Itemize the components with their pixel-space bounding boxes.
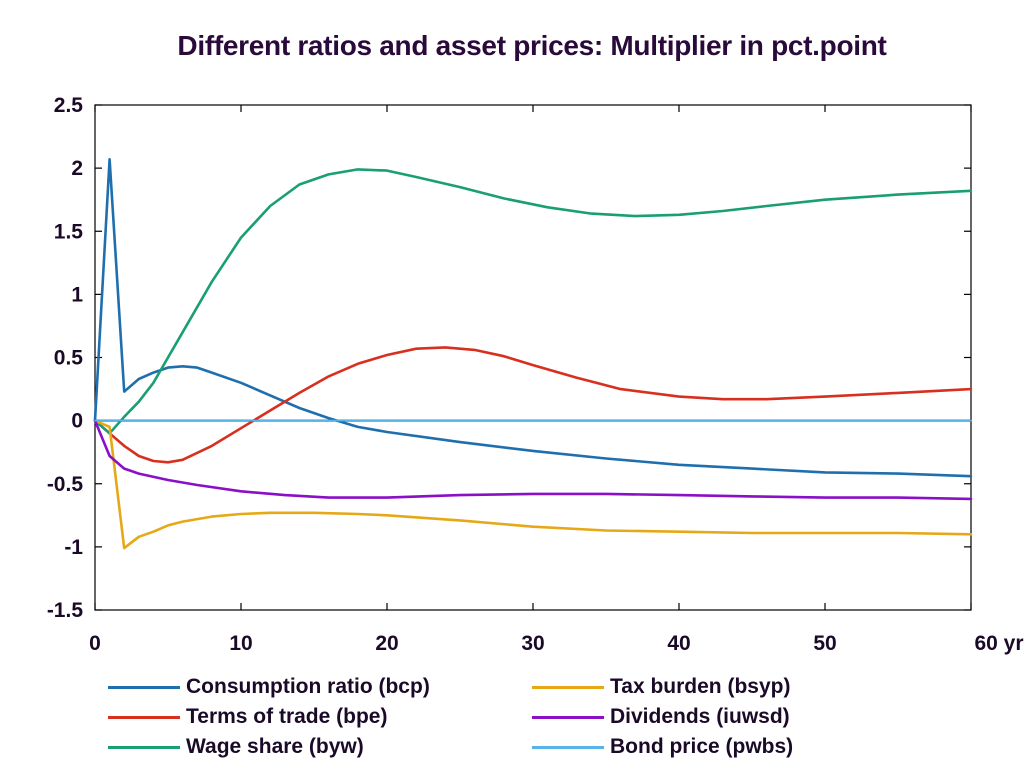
legend-swatch <box>532 685 604 689</box>
x-tick-label: 30 <box>521 632 544 655</box>
legend-label: Terms of trade (bpe) <box>186 705 388 728</box>
y-tick-label: 1 <box>71 283 83 306</box>
legend-swatch <box>532 715 604 719</box>
y-tick-label: -1.5 <box>47 599 84 622</box>
series-group <box>93 158 973 550</box>
x-tick-label: 10 <box>229 632 252 655</box>
legend-item-terms-of-trade: Terms of trade (bpe) <box>108 702 387 732</box>
y-tick-label: -1 <box>64 536 83 559</box>
y-tick-label: 2 <box>71 157 83 180</box>
chart-title: Different ratios and asset prices: Multi… <box>177 30 887 61</box>
legend-label: Tax burden (bsyp) <box>610 675 791 698</box>
legend-item-dividends: Dividends (iuwsd) <box>532 702 790 732</box>
series-line-consumption-ratio <box>93 158 973 478</box>
y-tick-label: -0.5 <box>47 473 84 496</box>
tick-labels-group: 2.521.510.50-0.5-1-1.50 10 20 30 40 50 60 yr <box>47 94 1024 655</box>
legend-swatch <box>108 715 180 719</box>
y-tick-label: 1.5 <box>54 220 84 243</box>
y-tick-label: 0.5 <box>54 347 84 370</box>
x-tick-label: 60 yr <box>974 632 1023 655</box>
legend-label: Wage share (byw) <box>186 735 364 758</box>
legend-item-tax-burden: Tax burden (bsyp) <box>532 672 790 702</box>
legend-swatch <box>108 745 180 749</box>
x-tick-label: 20 <box>375 632 398 655</box>
legend-item-consumption-ratio: Consumption ratio (bcp) <box>108 672 430 702</box>
y-tick-label: 2.5 <box>54 94 84 117</box>
legend-item-bond-price: Bond price (pwbs) <box>532 732 793 762</box>
legend-item-wage-share: Wage share (byw) <box>108 732 364 762</box>
x-tick-label: 40 <box>667 632 690 655</box>
legend-swatch <box>108 685 180 689</box>
series-line-dividends <box>93 419 973 501</box>
y-tick-label: 0 <box>71 410 83 433</box>
legend-label: Dividends (iuwsd) <box>610 705 790 728</box>
series-line-terms-of-trade <box>93 346 973 464</box>
series-line-wage-share <box>93 168 973 435</box>
legend-swatch <box>532 745 604 749</box>
legend-label: Bond price (pwbs) <box>610 735 794 758</box>
legend-label: Consumption ratio (bcp) <box>186 675 430 698</box>
x-tick-label: 0 <box>89 632 101 655</box>
x-tick-label: 50 <box>813 632 836 655</box>
series-line-tax-burden <box>93 419 973 550</box>
